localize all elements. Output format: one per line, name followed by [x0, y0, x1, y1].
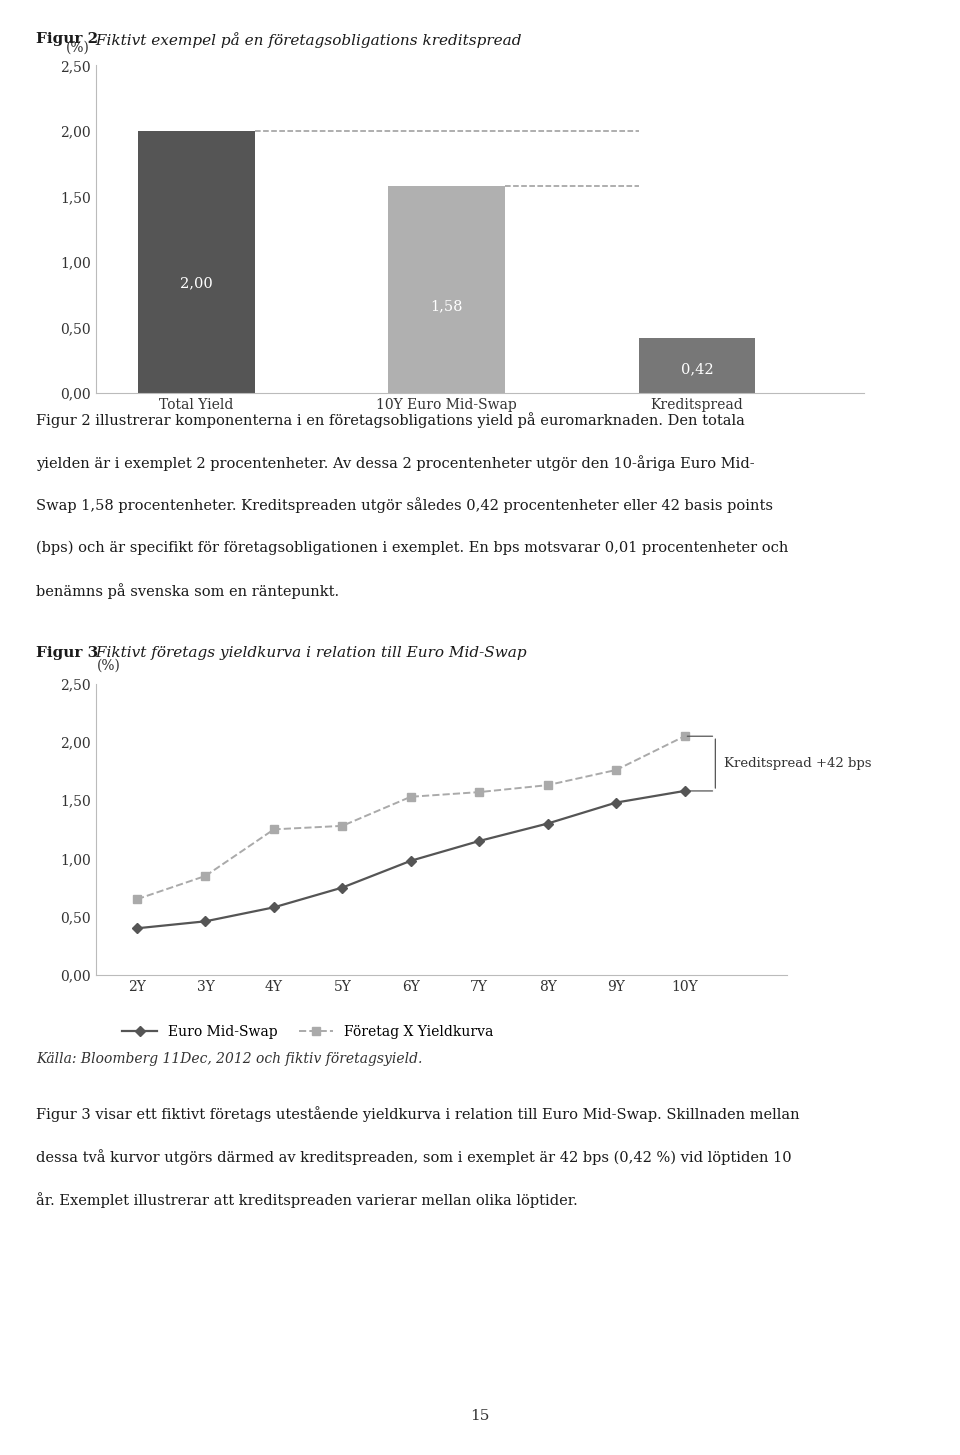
Text: Figur 3 visar ett fiktivt företags utestående yieldkurva i relation till Euro Mi: Figur 3 visar ett fiktivt företags utest…: [36, 1106, 800, 1122]
Text: dessa två kurvor utgörs därmed av kreditspreaden, som i exemplet är 42 bps (0,42: dessa två kurvor utgörs därmed av kredit…: [36, 1149, 792, 1164]
Text: benämns på svenska som en räntepunkt.: benämns på svenska som en räntepunkt.: [36, 583, 340, 599]
Text: Figur 2: Figur 2: [36, 32, 99, 47]
Legend: Euro Mid-Swap, Företag X Yieldkurva: Euro Mid-Swap, Företag X Yieldkurva: [117, 1020, 499, 1045]
Text: (%): (%): [66, 41, 90, 55]
Text: (bps) och är specifikt för företagsobligationen i exemplet. En bps motsvarar 0,0: (bps) och är specifikt för företagsoblig…: [36, 540, 789, 554]
Text: Fiktivt företags yieldkurva i relation till Euro Mid-Swap: Fiktivt företags yieldkurva i relation t…: [91, 646, 527, 661]
Text: 15: 15: [470, 1408, 490, 1423]
Text: Fiktivt exempel på en företagsobligations kreditspread: Fiktivt exempel på en företagsobligation…: [91, 32, 521, 48]
Text: yielden är i exemplet 2 procentenheter. Av dessa 2 procentenheter utgör den 10-å: yielden är i exemplet 2 procentenheter. …: [36, 454, 756, 470]
Bar: [388, 186, 505, 393]
Text: 0,42: 0,42: [681, 362, 713, 377]
Bar: [137, 131, 254, 393]
Text: Källa: Bloomberg 11Dec, 2012 och fiktiv företagsyield.: Källa: Bloomberg 11Dec, 2012 och fiktiv …: [36, 1052, 422, 1067]
Text: 2,00: 2,00: [180, 276, 212, 290]
Text: år. Exemplet illustrerar att kreditspreaden varierar mellan olika löptider.: år. Exemplet illustrerar att kreditsprea…: [36, 1192, 578, 1208]
Text: 1,58: 1,58: [430, 298, 463, 313]
Bar: [638, 338, 756, 393]
Text: Figur 2 illustrerar komponenterna i en företagsobligations yield på euromarknade: Figur 2 illustrerar komponenterna i en f…: [36, 412, 745, 428]
Text: Kreditspread +42 bps: Kreditspread +42 bps: [724, 757, 871, 770]
Text: (%): (%): [97, 658, 121, 672]
Text: Figur 3: Figur 3: [36, 646, 99, 661]
Text: Swap 1,58 procentenheter. Kreditspreaden utgör således 0,42 procentenheter eller: Swap 1,58 procentenheter. Kreditspreaden…: [36, 498, 774, 514]
